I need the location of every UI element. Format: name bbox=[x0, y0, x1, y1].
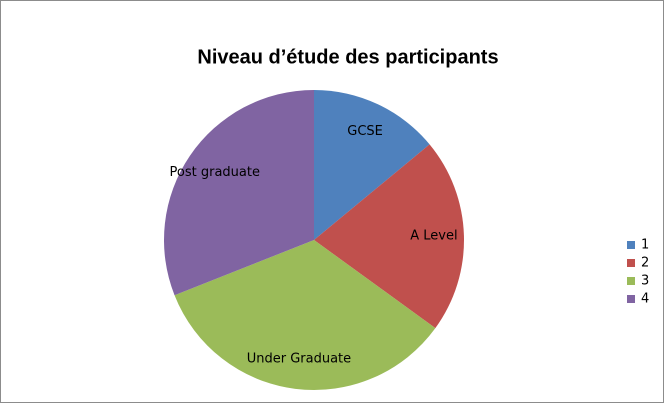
slice-label: GCSE bbox=[347, 124, 383, 139]
legend-swatch bbox=[627, 277, 635, 285]
pie-slice bbox=[314, 144, 465, 329]
legend-swatch bbox=[627, 241, 635, 249]
slice-label: Post graduate bbox=[170, 165, 260, 180]
legend-label: 3 bbox=[641, 274, 649, 289]
chart-title: Niveau d’étude des participants bbox=[197, 46, 498, 68]
legend-label: 4 bbox=[641, 292, 649, 307]
pie-slice bbox=[174, 240, 436, 391]
legend-label: 2 bbox=[641, 256, 649, 271]
legend-swatch bbox=[627, 259, 635, 267]
legend-swatch bbox=[627, 295, 635, 303]
pie-slice bbox=[163, 90, 314, 296]
pie-slice bbox=[314, 90, 430, 240]
slice-label: Under Graduate bbox=[247, 352, 351, 367]
slice-label: A Level bbox=[410, 229, 457, 244]
legend-label: 1 bbox=[641, 238, 649, 253]
